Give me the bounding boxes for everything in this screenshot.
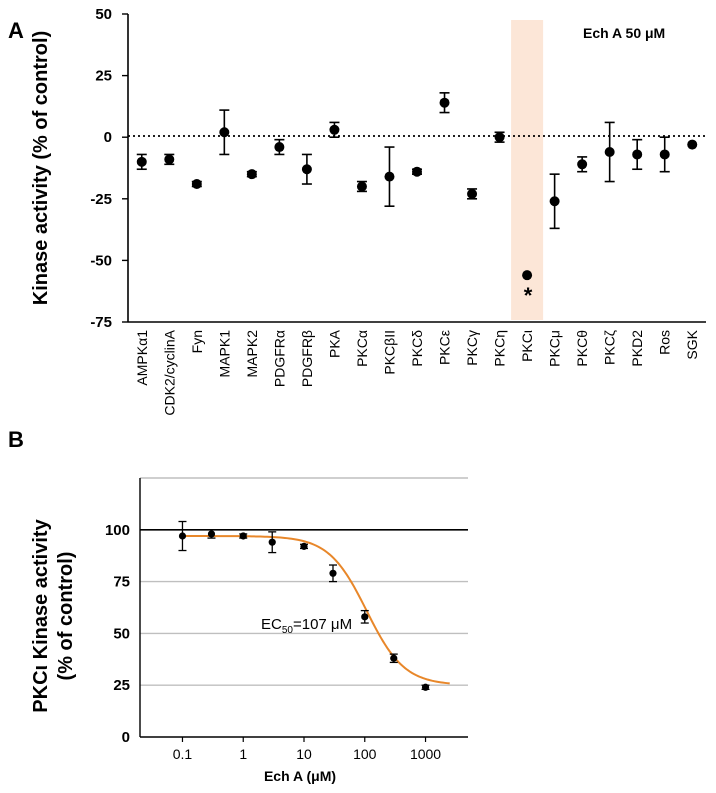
data-point	[191, 179, 202, 190]
y-tick-label: 50	[95, 6, 112, 23]
gridlines-b	[140, 477, 468, 686]
data-point	[207, 530, 216, 538]
y-axis-title-a: Kinase activity (% of control)	[30, 31, 52, 306]
category-label: Ros	[657, 330, 673, 355]
data-point	[421, 683, 430, 691]
x-tick-label: 1000	[410, 746, 441, 762]
data-point	[329, 569, 337, 577]
concentration-annotation: Ech A 50 μM	[583, 25, 665, 41]
category-label: MAPK1	[216, 330, 232, 378]
category-label: PKCβII	[381, 330, 397, 375]
data-point	[239, 532, 247, 540]
data-point	[604, 146, 615, 157]
y-tick-label: 25	[95, 68, 112, 85]
y-tick-label: 50	[113, 625, 130, 642]
data-point	[522, 270, 533, 281]
category-label: PKCη	[492, 330, 508, 367]
ec50-label: EC	[261, 616, 282, 633]
data-point	[439, 97, 450, 108]
panel-a-letter: A	[8, 18, 24, 43]
data-point	[687, 139, 698, 150]
category-label: PDGFRβ	[299, 330, 315, 387]
data-point	[384, 171, 395, 182]
fit-curve	[182, 535, 450, 685]
y-axis-ticks-b: 0 25 50 75 100	[105, 522, 130, 746]
data-point	[361, 613, 369, 621]
y-axis-title-b-line2: (% of control)	[55, 552, 77, 681]
category-label: PKCα	[354, 330, 370, 367]
data-point	[219, 127, 230, 138]
data-point	[164, 154, 175, 165]
category-label: PKD2	[629, 330, 645, 367]
y-tick-label: 0	[104, 129, 112, 146]
x-tick-label: 10	[296, 746, 312, 762]
data-point	[136, 156, 147, 167]
y-tick-label: -50	[90, 252, 112, 269]
category-label: PDGFRα	[271, 330, 287, 387]
category-label: PKCδ	[409, 330, 425, 367]
x-tick-label: 1	[239, 746, 247, 762]
category-labels-a: AMPKα1 CDK2/cyclinA Fyn MAPK1 MAPK2 PDGFRα PDG…	[134, 329, 700, 415]
data-points-a	[136, 92, 698, 281]
y-tick-label: 75	[113, 574, 130, 591]
ec50-value: =107 μM	[293, 616, 352, 633]
category-label: PKCμ	[547, 330, 563, 367]
y-tick-label: 100	[105, 522, 130, 539]
category-label: PKCζ	[602, 330, 618, 365]
data-point	[301, 164, 312, 175]
category-label: Fyn	[189, 330, 205, 353]
x-tick-label: 0.1	[173, 746, 193, 762]
data-point	[632, 149, 643, 160]
data-point	[494, 132, 505, 143]
x-tick-label: 100	[353, 746, 377, 762]
data-point	[390, 654, 398, 662]
y-tick-label: 25	[113, 677, 130, 694]
data-point	[577, 159, 588, 170]
y-axis-ticks-a: 50 25 0 -25 -50 -75	[90, 6, 128, 331]
category-label: CDK2/cyclinA	[161, 329, 177, 415]
category-label: MAPK2	[244, 330, 260, 378]
significance-asterisk: *	[524, 283, 533, 308]
ec50-annotation: EC50=107 μM	[261, 616, 352, 636]
data-point	[549, 196, 560, 207]
x-axis-ticks-b: 0.1 1 10 100 1000	[173, 737, 441, 762]
category-label: PKCγ	[464, 330, 480, 366]
panel-b-letter: B	[8, 427, 24, 452]
data-point	[274, 142, 285, 153]
y-tick-label: -25	[90, 191, 112, 208]
panel-a: A 50 25 0 -25 -50 -75 Kinase activity (% of c…	[8, 6, 706, 416]
category-label: PKA	[326, 329, 342, 358]
data-point	[329, 124, 340, 135]
ec50-subscript: 50	[282, 625, 294, 636]
data-point	[467, 188, 478, 199]
highlight-band-pkci	[511, 20, 544, 320]
data-point	[300, 542, 308, 550]
data-point	[356, 181, 367, 192]
data-point	[268, 538, 276, 546]
data-point	[246, 169, 257, 180]
category-label: PKCι	[519, 330, 535, 362]
category-label: PKCθ	[574, 330, 590, 367]
y-tick-label: -75	[90, 314, 112, 331]
category-label: AMPKα1	[134, 330, 150, 386]
category-label: PKCε	[437, 330, 453, 365]
data-point	[178, 532, 187, 540]
y-axis-title-b-line1: PKCι Kinase activity	[30, 518, 52, 712]
category-label: SGK	[684, 329, 700, 359]
x-axis-title-b: Ech A (μM)	[264, 768, 336, 784]
data-point	[659, 149, 670, 160]
y-tick-label: 0	[122, 729, 130, 746]
data-points-b	[178, 520, 430, 691]
panel-b: B 0 25 50 75 100 0.1 1 10 100 1000 PKCι Kinase a…	[8, 427, 468, 784]
data-point	[412, 166, 422, 177]
